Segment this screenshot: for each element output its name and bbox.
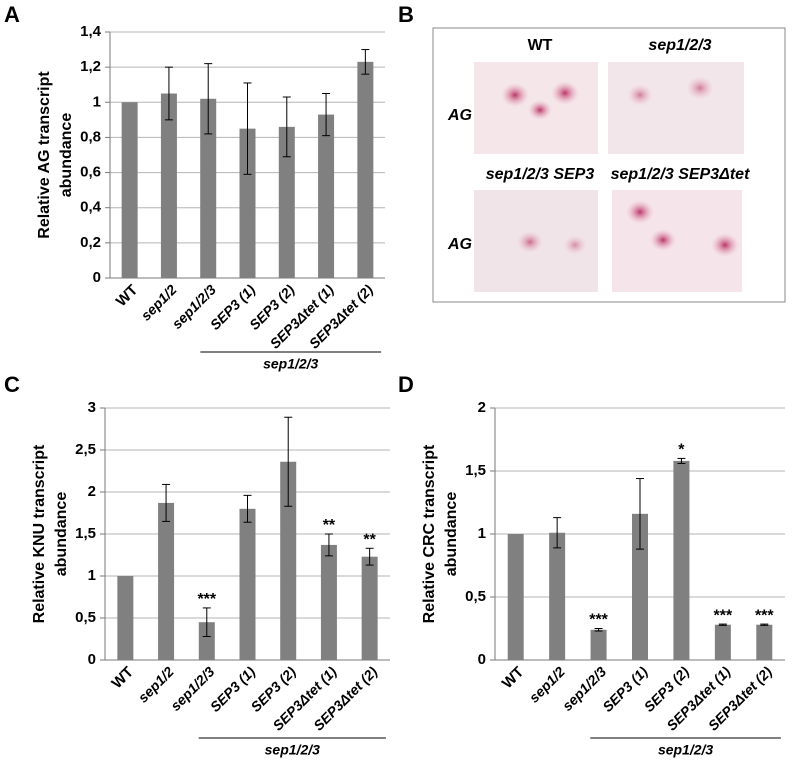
error-bar [760,623,769,626]
bar [239,508,256,660]
significance: ** [323,517,336,534]
panel-label: C [4,372,20,397]
y-tick-label: 0,6 [80,164,101,181]
panel-label: D [398,372,414,397]
panel-label: B [398,2,414,27]
y-tick-label: 0,8 [80,128,101,145]
y-tick-label: 3 [88,399,96,416]
row-label: AG [447,236,472,253]
micrograph [474,62,598,154]
bar [318,114,335,278]
micrograph [612,190,742,292]
y-axis-label: Relative KNU transcript [31,444,48,623]
significance: *** [589,612,608,629]
group-label: sep1/2/3 [265,742,320,758]
column-label: sep1/2/3 SEP3Δtet [611,166,750,183]
y-tick-label: 1 [478,525,486,542]
error-bar [164,66,173,121]
bar [158,502,175,660]
bar [361,556,378,660]
y-axis-label: Relative CRC transcript [421,444,438,623]
x-tick-label: WT [113,282,142,311]
y-tick-label: 0 [88,651,96,668]
column-label: WT [528,37,553,54]
error-bar [365,547,374,566]
bar [160,93,177,278]
y-tick-label: 0,4 [80,199,102,216]
micrograph [608,62,744,154]
bar [280,461,297,660]
column-label: sep1/2/3 [648,37,711,54]
significance: *** [197,591,216,608]
error-bar [594,628,603,632]
significance: *** [755,607,774,624]
y-tick-label: 1,5 [75,525,96,542]
panel-label: A [4,2,20,27]
y-tick-label: 0,2 [80,234,101,251]
error-bar [284,416,293,507]
y-tick-label: 2 [478,399,486,416]
y-tick-label: 1 [88,567,96,584]
error-bar [162,483,171,522]
image-panel: WT sep1/2/3 sep1/2/3 SEP3 sep1/2/3 SEP3Δ… [432,27,786,303]
y-axis-label: abundance [443,492,460,577]
bar [756,624,773,660]
bar [198,622,215,660]
x-tick-label: WT [499,664,528,693]
y-tick-label: 2 [88,483,96,500]
y-tick-label: 0 [478,651,486,668]
y-tick-label: 1 [93,93,101,110]
bar [590,629,607,660]
error-bar [202,607,211,637]
bar [117,576,134,660]
bar [200,98,217,279]
y-tick-label: 0,5 [75,609,96,626]
y-tick-label: 0 [93,269,101,286]
y-tick-label: 1,5 [465,462,486,479]
group-label: sep1/2/3 [263,356,318,372]
y-tick-label: 1,4 [80,23,102,40]
bar [320,544,337,660]
significance: * [678,442,685,459]
y-tick-label: 2,5 [75,441,96,458]
significance: *** [714,607,733,624]
bar [121,102,138,279]
error-bar [322,93,331,137]
bar [673,460,690,660]
micrograph [474,190,598,292]
group-label: sep1/2/3 [658,742,713,758]
y-tick-label: 0,5 [465,588,486,605]
bar [549,532,566,660]
error-bar [324,533,333,557]
bar [507,534,524,660]
y-axis-label: abundance [53,492,70,577]
y-axis-label: abundance [58,113,75,198]
error-bar [677,457,686,464]
y-tick-label: 1,2 [80,58,101,75]
error-bar [282,96,291,158]
column-label: sep1/2/3 SEP3 [486,166,595,183]
significance: ** [363,531,376,548]
y-axis-label: Relative AG transcript [36,71,53,239]
error-bar [361,49,370,75]
bar [357,61,374,278]
error-bar [553,517,562,549]
error-bar [243,494,252,523]
error-bar [243,82,252,175]
x-tick-label: WT [108,664,137,693]
bar [278,126,295,278]
error-bar [204,63,213,135]
error-bar [636,478,644,550]
row-label: AG [447,107,472,124]
error-bar [718,623,727,626]
bar [632,513,648,660]
bar [714,624,731,660]
bar [239,128,256,278]
